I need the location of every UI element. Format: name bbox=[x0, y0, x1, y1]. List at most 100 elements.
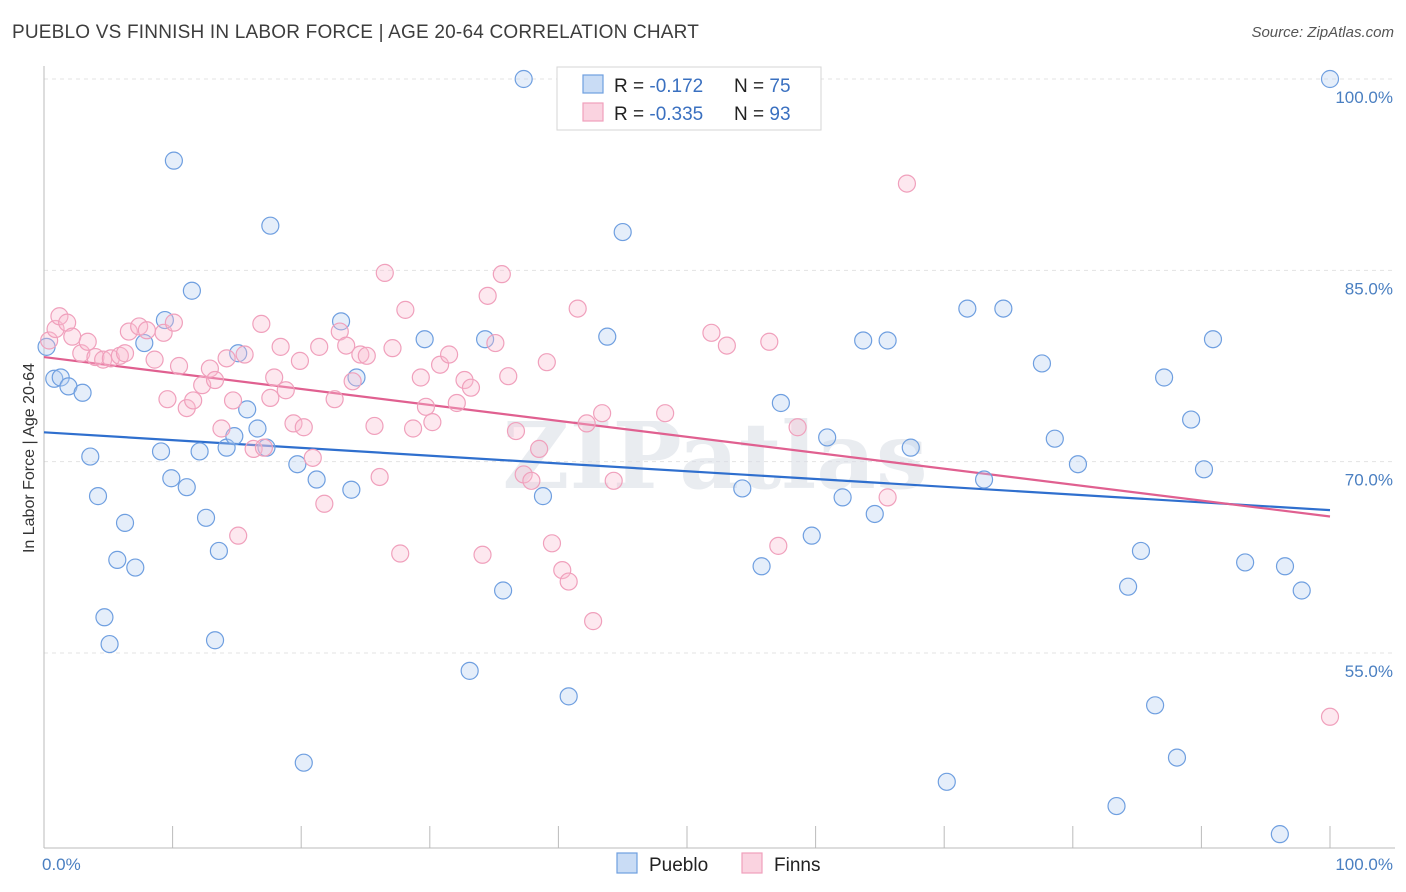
point-finns-5 bbox=[72, 344, 91, 363]
point-finns-78 bbox=[577, 414, 596, 433]
svg-text:N = 93: N = 93 bbox=[734, 104, 791, 125]
point-pueblo-62 bbox=[1068, 455, 1088, 474]
correlation-legend: R = -0.172 N = 75 R = -0.335 N = 93 bbox=[556, 66, 822, 131]
point-finns-6 bbox=[78, 332, 97, 351]
point-pueblo-70 bbox=[1194, 460, 1214, 479]
point-finns-27 bbox=[223, 391, 243, 410]
point-finns-11 bbox=[115, 344, 135, 363]
legend-n-value-0: 75 bbox=[769, 76, 790, 97]
point-pueblo-42 bbox=[559, 687, 578, 706]
point-finns-36 bbox=[276, 381, 295, 400]
point-pueblo-72 bbox=[1236, 553, 1255, 572]
series-legend-swatch-pueblo bbox=[616, 852, 638, 874]
point-pueblo-76 bbox=[1320, 69, 1340, 89]
point-finns-52 bbox=[383, 339, 402, 358]
data-points bbox=[37, 69, 1340, 844]
y-tick-label-1: 85.0% bbox=[1345, 279, 1393, 298]
point-finns-21 bbox=[184, 391, 203, 410]
point-pueblo-75 bbox=[1292, 581, 1311, 600]
point-pueblo-41 bbox=[533, 487, 553, 506]
legend-r-label-1: R = bbox=[614, 104, 649, 125]
point-pueblo-17 bbox=[177, 478, 196, 497]
point-pueblo-22 bbox=[209, 541, 228, 561]
point-pueblo-18 bbox=[182, 281, 201, 300]
point-pueblo-50 bbox=[818, 428, 837, 447]
point-finns-51 bbox=[375, 263, 394, 282]
point-finns-74 bbox=[542, 534, 562, 553]
point-finns-61 bbox=[447, 393, 466, 413]
x-tick-label-0: 0.0% bbox=[42, 855, 81, 874]
point-pueblo-66 bbox=[1146, 696, 1165, 715]
point-finns-75 bbox=[553, 560, 572, 580]
point-pueblo-5 bbox=[81, 447, 100, 466]
point-finns-85 bbox=[717, 336, 736, 355]
point-finns-53 bbox=[391, 544, 410, 563]
point-finns-32 bbox=[254, 438, 274, 457]
y-tick-label-3: 55.0% bbox=[1345, 662, 1393, 681]
point-finns-33 bbox=[261, 388, 280, 407]
point-finns-45 bbox=[337, 336, 356, 355]
svg-text:R = -0.335: R = -0.335 bbox=[614, 104, 703, 125]
point-finns-37 bbox=[284, 414, 303, 433]
svg-text:R = -0.172: R = -0.172 bbox=[614, 76, 703, 97]
point-finns-12 bbox=[119, 322, 138, 341]
point-finns-65 bbox=[478, 286, 497, 305]
point-pueblo-46 bbox=[733, 479, 752, 498]
y-axis-label: In Labor Force | Age 20-64 bbox=[21, 363, 38, 553]
y-tick-label-0: 100.0% bbox=[1335, 88, 1393, 107]
point-finns-39 bbox=[294, 418, 313, 437]
point-pueblo-19 bbox=[190, 442, 209, 461]
point-pueblo-71 bbox=[1203, 330, 1223, 349]
point-pueblo-29 bbox=[261, 216, 280, 235]
point-finns-23 bbox=[200, 359, 219, 378]
point-pueblo-69 bbox=[1182, 410, 1201, 429]
point-pueblo-53 bbox=[865, 504, 884, 524]
point-finns-42 bbox=[315, 494, 334, 513]
point-pueblo-74 bbox=[1275, 557, 1295, 576]
point-finns-60 bbox=[439, 345, 459, 364]
series-legend-swatch-finns bbox=[741, 852, 763, 874]
point-finns-68 bbox=[499, 367, 518, 386]
point-pueblo-8 bbox=[100, 634, 119, 654]
legend-n-value-1: 93 bbox=[769, 104, 790, 125]
point-finns-50 bbox=[370, 467, 389, 487]
point-finns-49 bbox=[365, 416, 384, 436]
point-pueblo-59 bbox=[994, 299, 1013, 318]
point-pueblo-73 bbox=[1270, 825, 1289, 844]
point-finns-73 bbox=[537, 353, 556, 372]
point-pueblo-4 bbox=[73, 383, 92, 402]
point-pueblo-65 bbox=[1131, 541, 1151, 561]
point-finns-88 bbox=[788, 418, 807, 437]
point-finns-66 bbox=[486, 333, 505, 353]
point-pueblo-34 bbox=[342, 480, 361, 499]
point-pueblo-52 bbox=[854, 331, 873, 350]
point-finns-38 bbox=[290, 351, 310, 370]
svg-text:N = 75: N = 75 bbox=[734, 76, 791, 97]
point-finns-28 bbox=[229, 526, 248, 545]
point-finns-19 bbox=[169, 356, 189, 376]
point-pueblo-40 bbox=[514, 69, 533, 89]
point-finns-79 bbox=[584, 612, 603, 631]
legend-n-label-1: N = bbox=[734, 104, 769, 125]
point-finns-46 bbox=[343, 372, 362, 391]
point-pueblo-39 bbox=[494, 581, 513, 600]
point-finns-15 bbox=[145, 350, 164, 369]
point-pueblo-44 bbox=[613, 222, 632, 242]
chart-title: PUEBLO VS FINNISH IN LABOR FORCE | AGE 2… bbox=[12, 22, 700, 43]
point-pueblo-37 bbox=[460, 661, 479, 680]
point-pueblo-60 bbox=[1032, 354, 1052, 373]
point-finns-3 bbox=[58, 313, 77, 332]
point-finns-84 bbox=[702, 323, 721, 342]
point-pueblo-13 bbox=[151, 442, 171, 461]
point-pueblo-38 bbox=[475, 330, 495, 349]
y-tick-label-2: 70.0% bbox=[1345, 471, 1393, 490]
point-pueblo-30 bbox=[288, 455, 307, 474]
point-finns-91 bbox=[1320, 707, 1340, 726]
point-pueblo-51 bbox=[833, 488, 852, 507]
point-finns-41 bbox=[310, 337, 329, 356]
point-finns-57 bbox=[416, 397, 436, 416]
legend-swatch-pueblo bbox=[582, 74, 604, 94]
point-pueblo-55 bbox=[901, 438, 920, 457]
point-pueblo-49 bbox=[802, 526, 821, 545]
